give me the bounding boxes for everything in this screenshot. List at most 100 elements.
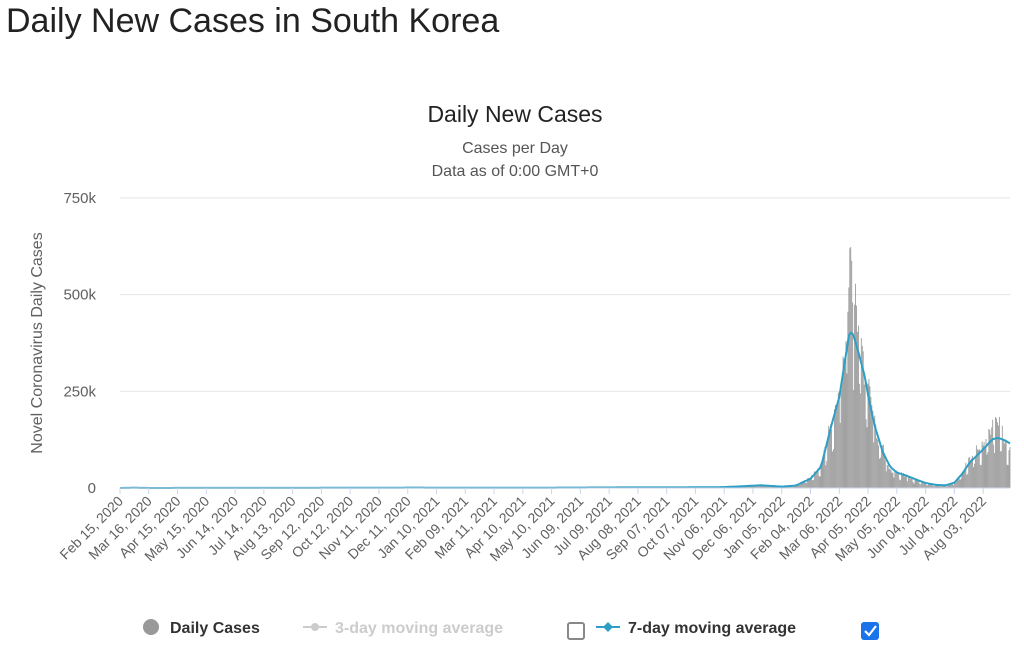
daily-case-bar: [785, 486, 786, 488]
daily-case-bar: [772, 486, 774, 488]
daily-case-bar: [862, 351, 864, 488]
daily-case-bar: [842, 356, 844, 488]
daily-case-bar: [868, 379, 870, 488]
daily-case-bar: [988, 428, 990, 488]
daily-case-bar: [986, 454, 988, 488]
daily-case-bar: [834, 404, 836, 488]
daily-case-bar: [764, 486, 766, 488]
daily-case-bar: [990, 434, 992, 488]
daily-case-bar: [873, 442, 875, 488]
legend-3day-checkbox[interactable]: [567, 622, 585, 640]
daily-case-bar: [876, 438, 878, 488]
daily-case-bar: [810, 475, 812, 488]
daily-case-bar: [971, 458, 973, 488]
daily-case-bar: [975, 445, 977, 488]
daily-case-bar: [943, 485, 945, 488]
daily-case-bar: [897, 473, 899, 488]
daily-cases-bars: [120, 246, 1011, 488]
daily-case-bar: [964, 467, 966, 488]
daily-case-bar: [864, 379, 866, 488]
daily-case-bar: [853, 389, 855, 488]
daily-case-bar: [910, 478, 912, 488]
daily-case-bar: [957, 478, 959, 488]
daily-case-bar: [956, 478, 958, 488]
daily-case-bar: [998, 425, 999, 488]
daily-case-bar: [1006, 464, 1008, 488]
legend-3day-average[interactable]: 3-day moving average: [335, 620, 503, 637]
daily-case-bar: [831, 429, 832, 488]
daily-case-bar: [848, 287, 850, 488]
daily-case-bar: [843, 358, 845, 488]
daily-case-bar: [794, 485, 796, 488]
legend-daily-cases[interactable]: Daily Cases: [170, 620, 260, 637]
daily-case-bar: [820, 463, 822, 488]
daily-case-bar: [871, 404, 873, 488]
daily-case-bar: [960, 478, 962, 488]
daily-case-bar: [858, 383, 860, 488]
daily-case-bar: [801, 482, 803, 488]
legend: Daily Cases 3-day moving average 7-day mov…: [143, 619, 879, 640]
daily-case-bar: [954, 480, 956, 488]
daily-case-bar: [917, 480, 919, 488]
daily-case-bar: [1007, 465, 1009, 488]
daily-case-bar: [912, 482, 914, 488]
y-tick-label: 500k: [63, 287, 96, 304]
daily-case-bar: [974, 463, 975, 488]
daily-case-bar: [875, 424, 877, 488]
daily-case-bar: [967, 473, 969, 488]
daily-case-bar: [828, 425, 830, 488]
daily-case-bar: [937, 485, 939, 488]
legend-daily-cases-marker[interactable]: [143, 619, 159, 635]
daily-case-bar: [885, 471, 887, 488]
daily-case-bar: [951, 483, 953, 488]
daily-case-bar: [969, 456, 971, 488]
daily-case-bar: [989, 430, 991, 488]
daily-case-bar: [798, 485, 800, 488]
daily-case-bar: [999, 451, 1001, 488]
daily-case-bar: [832, 451, 833, 488]
page-heading: Daily New Cases in South Korea: [6, 2, 500, 40]
legend-7day-checkbox[interactable]: [861, 622, 879, 640]
legend-7day-marker: [603, 622, 613, 632]
daily-case-bar: [1002, 439, 1004, 488]
daily-case-bar: [757, 485, 759, 488]
daily-case-bar: [955, 480, 957, 488]
daily-case-bar: [992, 419, 994, 488]
daily-case-bar: [994, 453, 996, 488]
daily-case-bar: [928, 483, 929, 488]
daily-case-bar: [979, 465, 981, 488]
daily-case-bar: [856, 305, 857, 488]
daily-case-bar: [872, 410, 874, 488]
y-tick-label: 250k: [63, 383, 96, 400]
daily-case-bar: [870, 396, 872, 488]
daily-case-bar: [881, 445, 882, 488]
daily-case-bar: [860, 337, 862, 488]
legend-7day-average[interactable]: 7-day moving average: [628, 620, 796, 637]
daily-case-bar: [765, 486, 767, 488]
daily-case-bar: [946, 486, 948, 488]
daily-case-bar: [1009, 446, 1011, 488]
gridlines: [120, 197, 1010, 392]
daily-case-bar: [764, 485, 765, 488]
daily-case-bar: [948, 485, 950, 488]
daily-case-bar: [813, 471, 815, 488]
daily-case-bar: [950, 484, 951, 488]
daily-case-bar: [890, 470, 892, 488]
daily-case-bar: [1000, 451, 1002, 488]
y-axis-ticks: 0 250k 500k 750k: [63, 190, 96, 497]
daily-case-bar: [977, 449, 979, 488]
daily-case-bar: [815, 473, 817, 488]
daily-case-bar: [807, 478, 809, 488]
daily-case-bar: [968, 457, 970, 488]
daily-case-bar: [762, 485, 763, 488]
daily-case-bar: [822, 461, 824, 488]
daily-case-bar: [913, 483, 915, 488]
daily-case-bar: [755, 485, 757, 488]
daily-case-bar: [837, 392, 839, 488]
y-axis-label: Novel Coronavirus Daily Cases: [29, 232, 46, 453]
daily-case-bar: [996, 418, 997, 488]
daily-case-bar: [995, 417, 996, 488]
daily-case-bar: [961, 472, 963, 488]
daily-case-bar: [839, 422, 841, 488]
y-tick-label: 0: [88, 480, 96, 497]
